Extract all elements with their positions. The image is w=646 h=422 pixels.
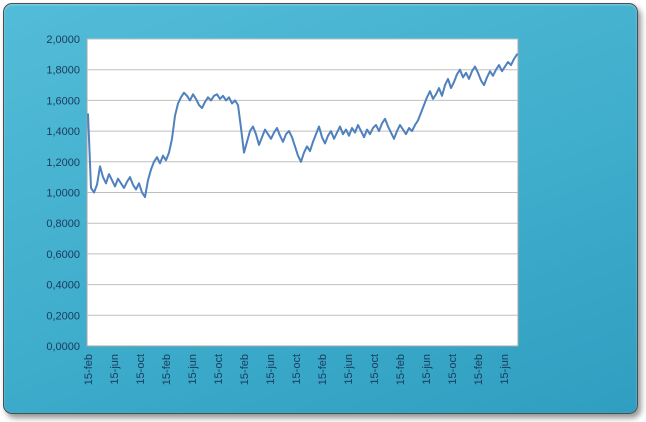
y-axis-tick-label: 0,0000 [46, 341, 80, 353]
y-axis-tick-label: 1,2000 [46, 157, 80, 169]
line-chart: 0,0000 0,2000 0,4000 0,6000 0,8000 1,0000 1,20… [46, 34, 519, 385]
y-axis-tick-label: 1,8000 [46, 65, 80, 77]
x-axis-tick-label: 15-jun [343, 354, 355, 385]
y-axis-tick-label: 1,0000 [46, 188, 80, 200]
y-axis-tick-label: 0,8000 [46, 218, 80, 230]
y-axis-tick-label: 1,4000 [46, 126, 80, 138]
y-axis-tick-label: 1,6000 [46, 95, 80, 107]
y-axis-tick-label: 0,4000 [46, 280, 80, 292]
x-axis-tick-label: 15-feb [317, 354, 329, 385]
series-line [87, 53, 518, 199]
x-axis-tick-label: 15-jun [421, 354, 433, 385]
x-axis-tick-label: 15-jun [109, 354, 121, 385]
x-axis-tick-label: 15-oct [447, 354, 459, 385]
x-axis-tick-label: 15-feb [161, 354, 173, 385]
x-axis-tick-label: 15-jun [187, 354, 199, 385]
y-axis-tick-label: 2,0000 [46, 34, 80, 46]
x-axis-tick-label: 15-feb [83, 354, 95, 385]
x-axis-tick-label: 15-oct [135, 354, 147, 385]
x-axis-tick-label: 15-oct [291, 354, 303, 385]
x-axis-tick-label: 15-feb [473, 354, 485, 385]
x-axis-tick-label: 15-feb [395, 354, 407, 385]
x-axis-tick-label: 15-oct [369, 354, 381, 385]
y-axis-tick-label: 0,6000 [46, 249, 80, 261]
x-axis-tick-label: 15-oct [213, 354, 225, 385]
x-axis-tick-label: 15-jun [499, 354, 511, 385]
y-axis-tick-label: 0,2000 [46, 310, 80, 322]
x-axis-tick-label: 15-feb [239, 354, 251, 385]
chart-frame[interactable]: 0,0000 0,2000 0,4000 0,6000 0,8000 1,0000 1,20… [3, 3, 638, 414]
x-axis-tick-label: 15-jun [265, 354, 277, 385]
